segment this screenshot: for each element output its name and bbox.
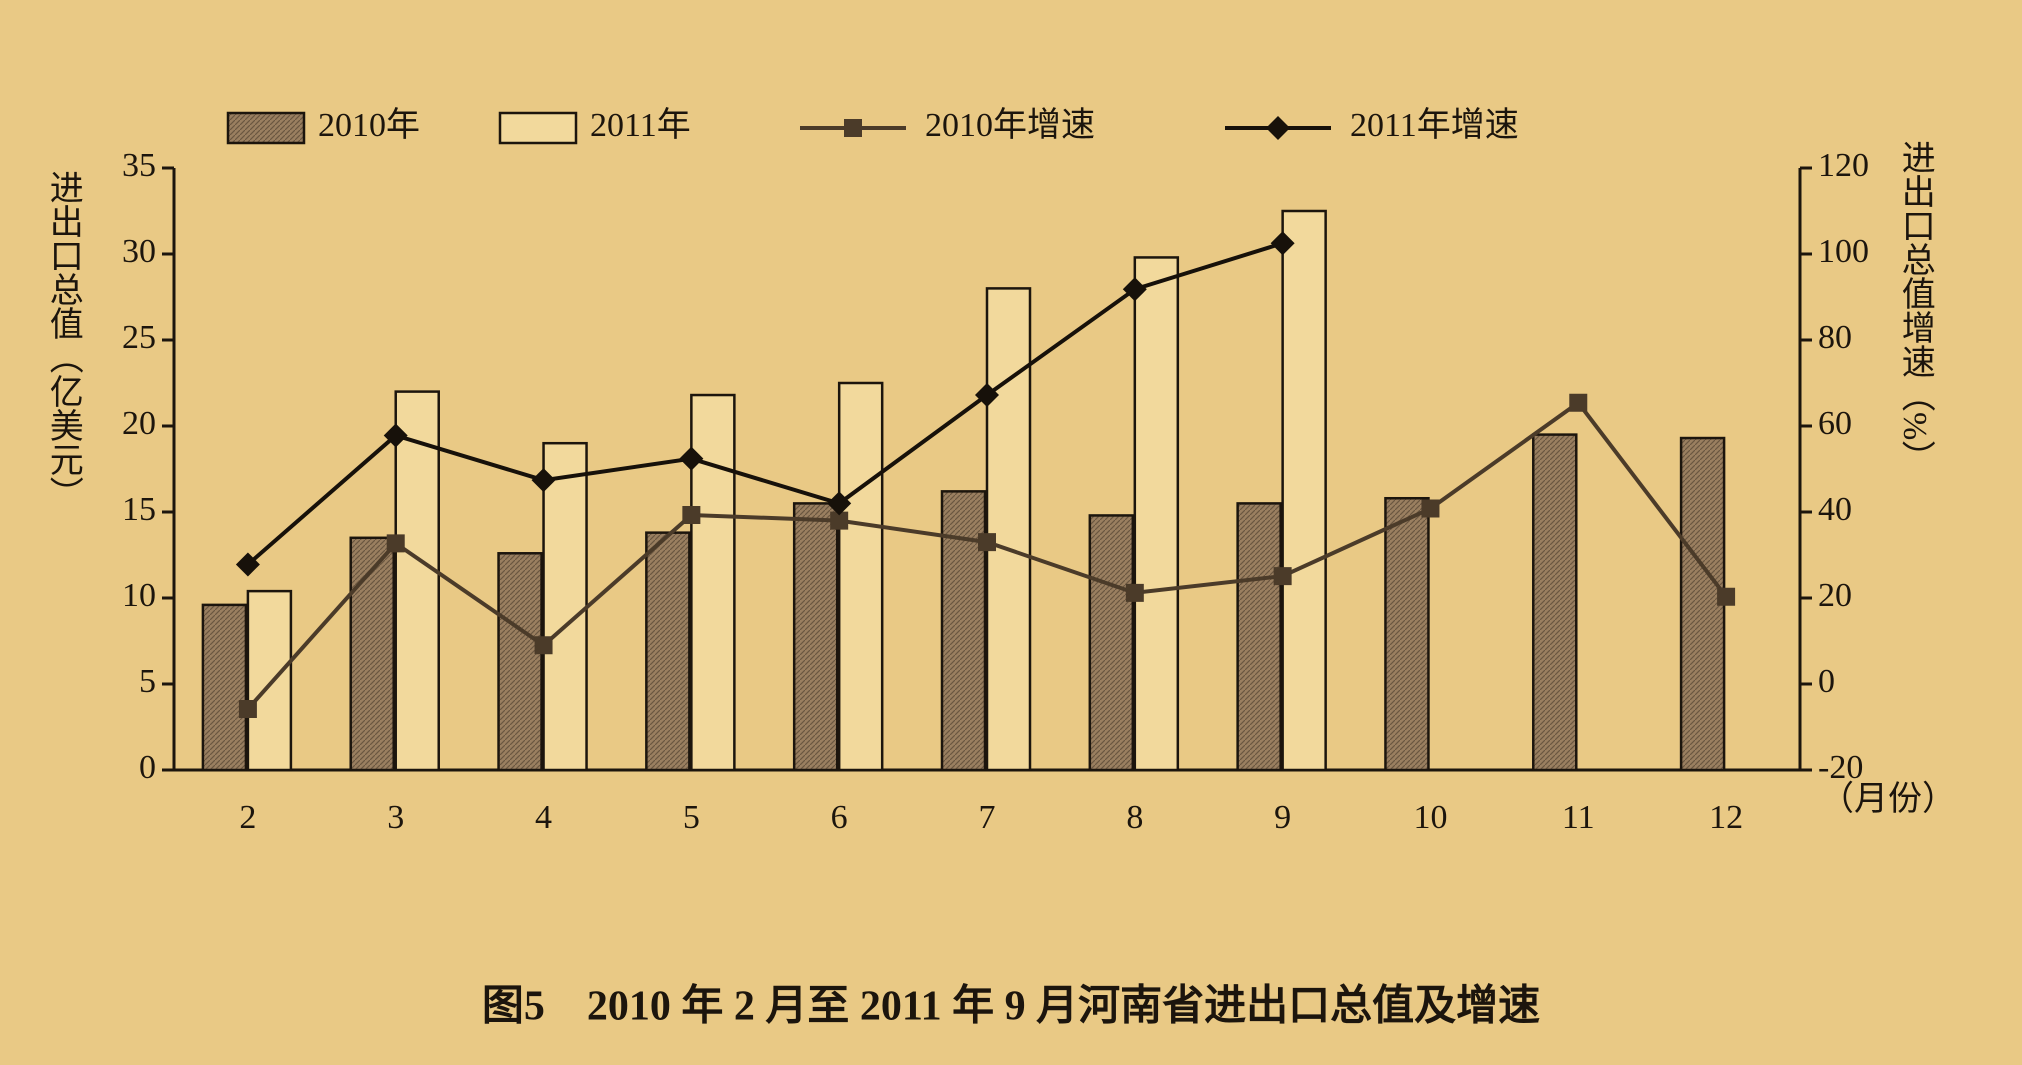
- marker: [1569, 393, 1588, 412]
- y2-tick-label: -20: [1818, 749, 1863, 786]
- marker: [830, 511, 849, 530]
- y-tick-label: 20: [122, 405, 156, 442]
- bar: [645, 531, 691, 772]
- marker: [235, 552, 260, 577]
- y2-tick-label: 20: [1818, 577, 1852, 614]
- y2-axis-label: 进出口总值增速（%）: [1896, 140, 1935, 474]
- marker: [978, 533, 996, 552]
- y2-tick-label: 40: [1818, 491, 1852, 528]
- bar: [1384, 496, 1430, 772]
- marker: [386, 534, 405, 553]
- legend-marker: [844, 119, 862, 137]
- legend-label: 2011年增速: [1350, 106, 1519, 144]
- x-tick-label: 2: [239, 799, 256, 836]
- x-tick-label: 6: [831, 799, 848, 836]
- bar: [1088, 514, 1135, 772]
- bar: [1133, 256, 1180, 772]
- legend-label: 2010年: [318, 106, 420, 144]
- y2-tick-label: 80: [1818, 319, 1852, 356]
- marker: [975, 383, 999, 408]
- bar: [1679, 436, 1726, 772]
- bar: [246, 589, 293, 772]
- bar: [1532, 433, 1578, 772]
- marker: [534, 636, 553, 655]
- y2-tick-label: 100: [1818, 233, 1869, 270]
- y-axis-label: 进出口总值（亿美元）: [44, 170, 83, 510]
- marker: [1717, 587, 1736, 606]
- x-tick-label: 11: [1562, 799, 1595, 836]
- bar: [837, 381, 884, 772]
- bar: [201, 603, 248, 772]
- bar: [985, 287, 1032, 772]
- x-tick-label: 4: [535, 799, 552, 836]
- bar: [349, 536, 395, 772]
- marker: [383, 423, 408, 448]
- marker: [1122, 277, 1147, 302]
- bar: [1236, 502, 1282, 772]
- marker: [1273, 567, 1292, 586]
- marker: [1125, 583, 1144, 602]
- x-tick-label: 9: [1274, 799, 1291, 836]
- bar: [690, 393, 736, 772]
- x-axis-label: （月份）: [1820, 780, 1956, 818]
- y-tick-label: 35: [122, 147, 156, 184]
- marker: [682, 506, 701, 525]
- y2-tick-label: 120: [1818, 147, 1869, 184]
- marker: [238, 699, 257, 718]
- x-tick-label: 10: [1413, 799, 1447, 836]
- bar: [542, 441, 588, 772]
- x-tick-label: 5: [683, 799, 700, 836]
- legend-marker: [1266, 116, 1290, 140]
- x-tick-label: 8: [1126, 799, 1143, 836]
- x-tick-label: 7: [979, 799, 996, 836]
- y-tick-label: 15: [122, 491, 156, 528]
- y-tick-label: 10: [122, 577, 156, 614]
- bar: [1281, 209, 1327, 772]
- y-tick-label: 30: [122, 233, 156, 270]
- x-tick-label: 3: [387, 799, 404, 836]
- y2-tick-label: 0: [1818, 663, 1835, 700]
- x-tick-label: 12: [1709, 799, 1743, 836]
- legend-swatch: [226, 111, 306, 145]
- marker: [1270, 231, 1295, 256]
- chart-title: 图5 2010 年 2 月至 2011 年 9 月河南省进出口总值及增速: [482, 983, 1540, 1030]
- legend-label: 2010年增速: [925, 106, 1095, 144]
- bar: [497, 552, 543, 772]
- bar: [394, 390, 440, 772]
- y-tick-label: 5: [139, 663, 156, 700]
- y-tick-label: 0: [139, 749, 156, 786]
- marker: [679, 446, 704, 471]
- marker: [1421, 499, 1440, 518]
- line: [246, 241, 1284, 566]
- y2-tick-label: 60: [1818, 405, 1852, 442]
- marker: [531, 468, 556, 493]
- y-tick-label: 25: [122, 319, 156, 356]
- legend-swatch: [498, 111, 578, 145]
- bar: [792, 502, 839, 772]
- legend-label: 2011年: [590, 106, 691, 144]
- marker: [827, 491, 852, 516]
